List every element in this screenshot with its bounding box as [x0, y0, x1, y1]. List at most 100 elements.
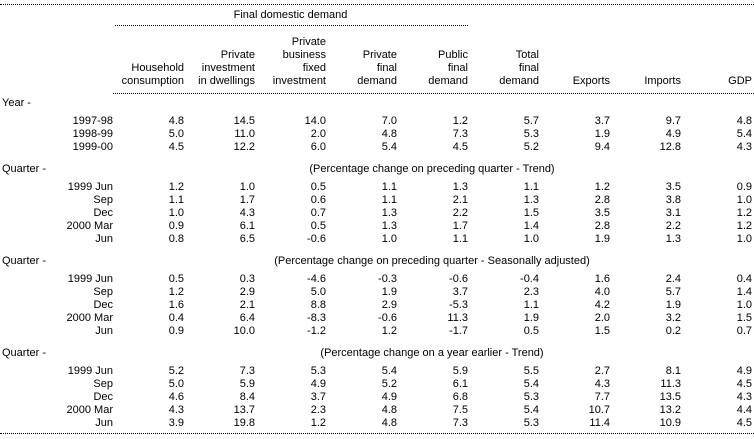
- value-cell: -4.6: [307, 273, 326, 285]
- table-row: Sep 5.0 5.9 4.9 5.2 6.1 5.4 4.3 11.3 4.5: [0, 378, 754, 391]
- value-cell: 7.3: [239, 365, 255, 377]
- value-cell: 4.0: [594, 286, 610, 298]
- value-cell: 4.5: [736, 417, 752, 429]
- value-cell: 1.2: [310, 417, 326, 429]
- value-cell: 1.2: [452, 115, 468, 127]
- table-section: Quarter - (Percentage change on a year ea…: [0, 347, 754, 430]
- value-cell: 0.6: [310, 194, 326, 206]
- column-header-row: Household consumption Private investment…: [0, 26, 754, 91]
- table-row: 1997-98 4.8 14.5 14.0 7.0 1.2 5.7 3.7 9.7 4.8: [0, 115, 754, 128]
- table-body: Year -1997-98 4.8 14.5 14.0 7.0 1.2 5.7 3.7 9.7 4…: [0, 97, 754, 430]
- section-label: Quarter -: [2, 347, 47, 359]
- value-cell: 3.8: [665, 194, 681, 206]
- section-label: Quarter -: [2, 163, 47, 175]
- value-cell: 2.8: [594, 194, 610, 206]
- value-cell: 5.3: [523, 128, 539, 140]
- table-section: Quarter - (Percentage change on preceding…: [0, 255, 754, 338]
- row-label: 2000 Mar: [66, 312, 113, 324]
- value-cell: 2.2: [665, 220, 681, 232]
- value-cell: 5.3: [523, 391, 539, 403]
- value-cell: 1.4: [736, 286, 752, 298]
- value-cell: 1.0: [523, 233, 539, 245]
- table-row: 1999-00 4.5 12.2 6.0 5.4 4.5 5.2 9.4 12.8 4.3: [0, 141, 754, 154]
- value-cell: 3.7: [310, 391, 326, 403]
- value-cell: 1.1: [452, 233, 468, 245]
- value-cell: 1.9: [381, 286, 397, 298]
- value-cell: 2.7: [594, 365, 610, 377]
- value-cell: 2.0: [310, 128, 326, 140]
- row-label: Dec: [93, 299, 113, 311]
- table-row: Jun 0.9 10.0 -1.2 1.2 -1.7 0.5 1.5 0.2 0.7: [0, 325, 754, 338]
- value-cell: 1.2: [168, 286, 184, 298]
- value-cell: 4.3: [736, 141, 752, 153]
- value-cell: 14.0: [304, 115, 326, 127]
- section-header: Quarter - (Percentage change on preceding…: [0, 163, 754, 176]
- row-label: Dec: [93, 391, 113, 403]
- value-cell: 0.5: [310, 220, 326, 232]
- value-cell: 6.0: [310, 141, 326, 153]
- value-cell: 5.4: [736, 128, 752, 140]
- row-label: 1999 Jun: [67, 181, 113, 193]
- value-cell: 1.1: [381, 181, 397, 193]
- table-row: Sep 1.2 2.9 5.0 1.9 3.7 2.3 4.0 5.7 1.4: [0, 286, 754, 299]
- value-cell: 4.8: [168, 115, 184, 127]
- table-section: Quarter - (Percentage change on preceding…: [0, 163, 754, 246]
- value-cell: 7.5: [452, 404, 468, 416]
- value-cell: 3.7: [594, 115, 610, 127]
- table-row: Dec 1.6 2.1 8.8 2.9 -5.3 1.1 4.2 1.9 1.0: [0, 299, 754, 312]
- row-label: Sep: [93, 378, 113, 390]
- value-cell: 5.7: [523, 115, 539, 127]
- section-caption: (Percentage change on preceding quarter …: [309, 163, 555, 175]
- value-cell: 0.5: [523, 325, 539, 337]
- column-header-household-consumption: Household consumption: [121, 62, 184, 87]
- value-cell: 12.8: [659, 141, 681, 153]
- value-cell: 2.4: [665, 273, 681, 285]
- value-cell: 0.9: [736, 181, 752, 193]
- value-cell: 2.8: [594, 220, 610, 232]
- table-row: 2000 Mar 4.3 13.7 2.3 4.8 7.5 5.4 10.7 13.2 4.4: [0, 404, 754, 417]
- value-cell: 5.9: [239, 378, 255, 390]
- table-row: 1999 Jun 1.2 1.0 0.5 1.1 1.3 1.1 1.2 3.5 0.9: [0, 181, 754, 194]
- value-cell: 1.0: [381, 233, 397, 245]
- table-row: 1999 Jun 0.5 0.3 -4.6 -0.3 -0.6 -0.4 1.6 2.4 0.4: [0, 273, 754, 286]
- value-cell: 6.5: [239, 233, 255, 245]
- value-cell: 1.3: [523, 194, 539, 206]
- value-cell: 6.8: [452, 391, 468, 403]
- value-cell: 5.2: [168, 365, 184, 377]
- value-cell: 19.8: [233, 417, 255, 429]
- value-cell: 4.3: [594, 378, 610, 390]
- value-cell: 1.7: [239, 194, 255, 206]
- table-section: Year -1997-98 4.8 14.5 14.0 7.0 1.2 5.7 3.7 9.7 4…: [0, 97, 754, 154]
- value-cell: 1.7: [452, 220, 468, 232]
- section-caption: (Percentage change on preceding quarter …: [274, 255, 590, 267]
- value-cell: 10.9: [659, 417, 681, 429]
- value-cell: 7.3: [452, 128, 468, 140]
- value-cell: 8.4: [239, 391, 255, 403]
- value-cell: 0.9: [168, 325, 184, 337]
- value-cell: 1.2: [594, 181, 610, 193]
- spanner-label: Final domestic demand: [233, 9, 348, 21]
- value-cell: 4.9: [310, 378, 326, 390]
- table-row: Dec 4.6 8.4 3.7 4.9 6.8 5.3 7.7 13.5 4.3: [0, 391, 754, 404]
- row-label: 1999 Jun: [67, 365, 113, 377]
- value-cell: 4.5: [452, 141, 468, 153]
- value-cell: 7.0: [381, 115, 397, 127]
- value-cell: 4.5: [168, 141, 184, 153]
- value-cell: 4.3: [736, 391, 752, 403]
- value-cell: 4.2: [594, 299, 610, 311]
- table-row: Dec 1.0 4.3 0.7 1.3 2.2 1.5 3.5 3.1 1.2: [0, 207, 754, 220]
- value-cell: 0.8: [168, 233, 184, 245]
- value-cell: -8.3: [307, 312, 326, 324]
- value-cell: 5.4: [381, 365, 397, 377]
- value-cell: 1.1: [523, 181, 539, 193]
- row-label: Sep: [93, 194, 113, 206]
- value-cell: 3.9: [168, 417, 184, 429]
- value-cell: 4.9: [736, 365, 752, 377]
- value-cell: 8.1: [665, 365, 681, 377]
- column-header-exports: Exports: [572, 75, 610, 87]
- value-cell: 1.6: [594, 273, 610, 285]
- value-cell: 8.8: [310, 299, 326, 311]
- value-cell: 1.1: [381, 194, 397, 206]
- value-cell: -1.2: [307, 325, 326, 337]
- value-cell: 5.5: [523, 365, 539, 377]
